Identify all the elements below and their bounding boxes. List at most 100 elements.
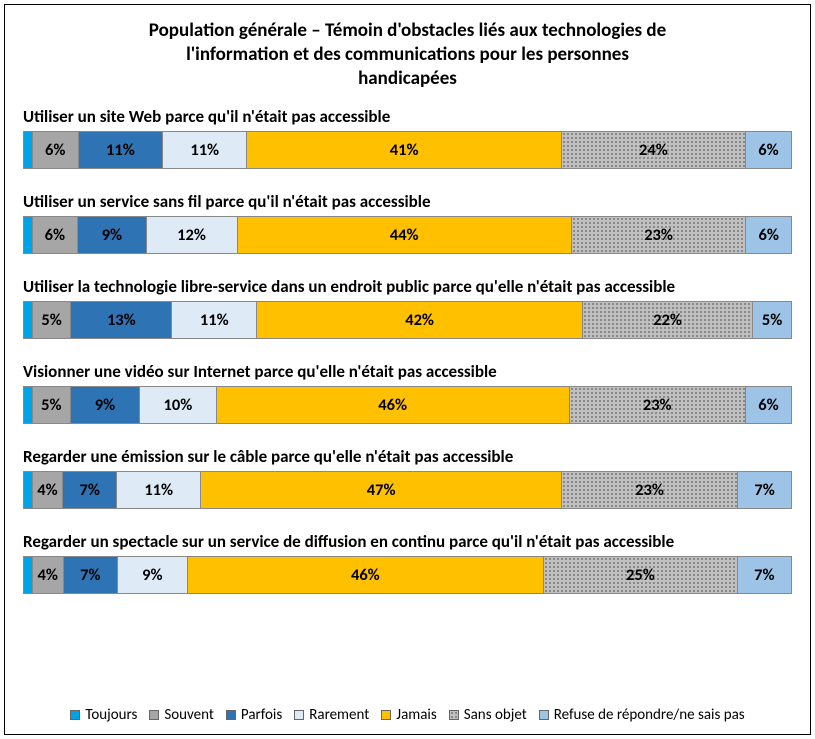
bar-segment: 7% xyxy=(737,472,791,508)
segment-value: 6% xyxy=(45,140,65,160)
segment-value: 11% xyxy=(106,140,135,160)
legend-swatch xyxy=(294,710,304,720)
segment-value: 42% xyxy=(405,310,434,330)
bar-segment: 12% xyxy=(146,217,237,253)
bar-segment: 22% xyxy=(582,302,752,338)
legend-item: Sans objet xyxy=(449,706,527,724)
segment-value: 11% xyxy=(144,480,173,500)
stacked-bar: 4% 7% 9% 46% 25% 7% xyxy=(23,556,792,594)
legend-label: Jamais xyxy=(396,706,436,724)
bar-label: Utiliser la technologie libre-service da… xyxy=(23,276,792,297)
segment-value: 6% xyxy=(758,225,778,245)
bar-row: Visionner une vidéo sur Internet parce q… xyxy=(23,361,792,424)
bar-segment: 10% xyxy=(139,387,216,423)
bar-segment: 6% xyxy=(745,217,791,253)
bar-segment: 5% xyxy=(32,302,71,338)
bar-segment: 4% xyxy=(32,557,63,593)
bars-area: Utiliser un site Web parce qu'il n'était… xyxy=(23,106,792,706)
legend: Toujours Souvent Parfois Rarement Jamais Sans… xyxy=(23,706,792,724)
bar-segment: 11% xyxy=(78,132,162,168)
segment-value: 5% xyxy=(41,395,61,415)
bar-segment: 13% xyxy=(70,302,171,338)
segment-value: 46% xyxy=(378,395,407,415)
segment-value: 41% xyxy=(390,140,419,160)
stacked-bar: 5% 9% 10% 46% 23% 6% xyxy=(23,386,792,424)
segment-value: 24% xyxy=(639,140,668,160)
segment-value: 23% xyxy=(635,480,664,500)
legend-item: Parfois xyxy=(226,706,282,724)
bar-segment: 5% xyxy=(32,387,70,423)
segment-value: 5% xyxy=(762,310,782,330)
title-line-2: l'information et des communications pour… xyxy=(186,43,629,66)
legend-swatch xyxy=(449,710,459,720)
bar-segment: 7% xyxy=(737,557,791,593)
segment-value: 9% xyxy=(95,395,115,415)
bar-segment: 6% xyxy=(32,217,78,253)
bar-segment xyxy=(24,472,32,508)
segment-value: 7% xyxy=(754,565,774,585)
bar-segment: 25% xyxy=(543,557,737,593)
segment-value: 9% xyxy=(102,225,122,245)
segment-value: 4% xyxy=(37,480,57,500)
stacked-bar: 4%7%11%47%23%7% xyxy=(23,471,792,509)
segment-value: 7% xyxy=(80,565,100,585)
segment-value: 44% xyxy=(390,225,419,245)
chart-title: Population générale – Témoin d'obstacles… xyxy=(23,19,792,90)
segment-value: 25% xyxy=(626,565,655,585)
segment-value: 7% xyxy=(754,480,774,500)
bar-label: Regarder une émission sur le câble parce… xyxy=(23,446,792,467)
bar-segment: 9% xyxy=(77,217,145,253)
segment-value: 11% xyxy=(190,140,219,160)
segment-value: 10% xyxy=(163,395,192,415)
segment-value: 6% xyxy=(758,140,778,160)
segment-value: 5% xyxy=(41,310,61,330)
segment-value: 23% xyxy=(643,395,672,415)
bar-row: Utiliser un service sans fil parce qu'il… xyxy=(23,191,792,254)
bar-row: Utiliser la technologie libre-service da… xyxy=(23,276,792,339)
stacked-bar: 6% 9% 12% 44% 23% 6% xyxy=(23,216,792,254)
bar-segment xyxy=(24,387,32,423)
legend-item: Jamais xyxy=(381,706,436,724)
bar-segment: 23% xyxy=(561,472,737,508)
legend-label: Sans objet xyxy=(464,706,527,724)
bar-row: Utiliser un site Web parce qu'il n'était… xyxy=(23,106,792,169)
bar-segment: 4% xyxy=(32,472,63,508)
segment-value: 9% xyxy=(142,565,162,585)
bar-segment xyxy=(24,302,32,338)
legend-label: Parfois xyxy=(241,706,282,724)
bar-row: Regarder un spectacle sur un service de … xyxy=(23,531,792,594)
bar-segment: 41% xyxy=(246,132,560,168)
bar-segment: 6% xyxy=(745,132,791,168)
bar-segment: 6% xyxy=(32,132,78,168)
legend-label: Refuse de répondre/ne sais pas xyxy=(554,706,745,724)
bar-segment: 9% xyxy=(117,557,187,593)
legend-item: Souvent xyxy=(149,706,214,724)
segment-value: 47% xyxy=(367,480,396,500)
legend-item: Refuse de répondre/ne sais pas xyxy=(539,706,745,724)
bar-segment xyxy=(24,557,32,593)
legend-label: Rarement xyxy=(309,706,369,724)
bar-segment: 46% xyxy=(216,387,569,423)
segment-value: 23% xyxy=(644,225,673,245)
bar-segment: 11% xyxy=(116,472,200,508)
legend-swatch xyxy=(381,710,391,720)
title-line-1: Population générale – Témoin d'obstacles… xyxy=(149,19,666,42)
legend-item: Toujours xyxy=(70,706,137,724)
segment-value: 22% xyxy=(653,310,682,330)
bar-segment: 44% xyxy=(237,217,571,253)
bar-segment: 5% xyxy=(752,302,791,338)
bar-segment xyxy=(24,217,32,253)
bar-segment: 9% xyxy=(70,387,139,423)
bar-segment: 23% xyxy=(571,217,746,253)
bar-segment: 11% xyxy=(171,302,256,338)
bar-label: Utiliser un service sans fil parce qu'il… xyxy=(23,191,792,212)
segment-value: 11% xyxy=(200,310,229,330)
bar-segment: 7% xyxy=(62,472,116,508)
legend-swatch xyxy=(539,710,549,720)
segment-value: 6% xyxy=(758,395,778,415)
bar-segment: 6% xyxy=(745,387,791,423)
legend-label: Toujours xyxy=(85,706,137,724)
stacked-bar: 6% 11% 11% 41% 24% 6% xyxy=(23,131,792,169)
bar-segment: 47% xyxy=(200,472,560,508)
bar-segment: 46% xyxy=(187,557,543,593)
